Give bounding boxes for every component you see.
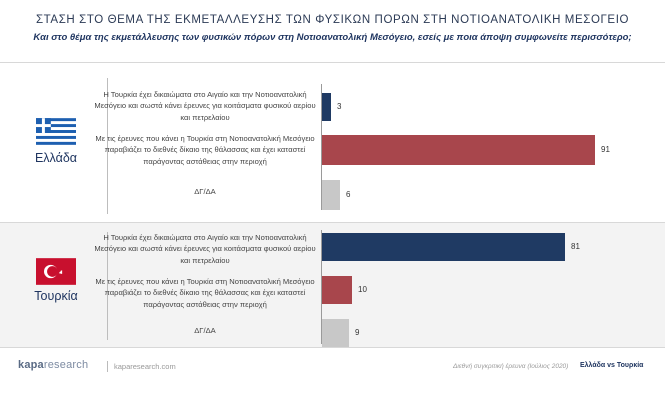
value-label-turkey-3: 9 <box>355 328 360 337</box>
category-label-greece-1: Η Τουρκία έχει δικαιώματα στο Αιγαίο και… <box>94 90 316 122</box>
footer-tag: Ελλάδα vs Τουρκία <box>580 362 644 369</box>
value-label-turkey-1: 81 <box>571 242 580 251</box>
bar-turkey-2 <box>322 276 352 304</box>
greece-flag-icon <box>30 118 82 145</box>
page-title: ΣΤΑΣΗ ΣΤΟ ΘΕΜΑ ΤΗΣ ΕΚΜΕΤΑΛΛΕΥΣΗΣ ΤΩΝ ΦΥΣ… <box>35 14 630 26</box>
footer-separator <box>107 361 108 372</box>
divider-greece <box>107 78 108 214</box>
bar-greece-2 <box>322 135 595 165</box>
value-label-turkey-2: 10 <box>358 285 367 294</box>
axis-line-greece <box>321 84 322 210</box>
category-label-greece-3: ΔΓ/ΔΑ <box>194 187 216 196</box>
value-label-greece-3: 6 <box>346 190 351 199</box>
brand-logo: kaparesearch <box>18 359 89 371</box>
footer-note: Διεθνή συγκριτική έρευνα (Ιούλιος 2020) <box>453 363 569 370</box>
value-label-greece-2: 91 <box>601 145 610 154</box>
divider-turkey <box>107 232 108 340</box>
axis-line-turkey <box>321 230 322 344</box>
value-label-greece-1: 3 <box>337 102 342 111</box>
page-subtitle: Και στο θέμα της εκμετάλλευσης των φυσικ… <box>33 32 632 43</box>
footer-url: kaparesearch.com <box>114 362 176 371</box>
category-label-greece-2: Με τις έρευνες που κάνει η Τουρκία στη Ν… <box>95 134 315 166</box>
category-label-turkey-1: Η Τουρκία έχει δικαιώματα στο Αιγαίο και… <box>94 233 316 265</box>
category-label-turkey-2: Με τις έρευνες που κάνει η Τουρκία στη Ν… <box>95 277 315 309</box>
bar-greece-3 <box>322 180 340 210</box>
bar-turkey-3 <box>322 319 349 347</box>
turkey-flag-icon <box>30 258 82 285</box>
country-label-greece: Ελλάδα <box>34 151 78 165</box>
country-label-turkey: Τουρκία <box>34 289 78 303</box>
bar-turkey-1 <box>322 233 565 261</box>
bar-greece-1 <box>322 93 331 121</box>
category-label-turkey-3: ΔΓ/ΔΑ <box>194 326 216 335</box>
